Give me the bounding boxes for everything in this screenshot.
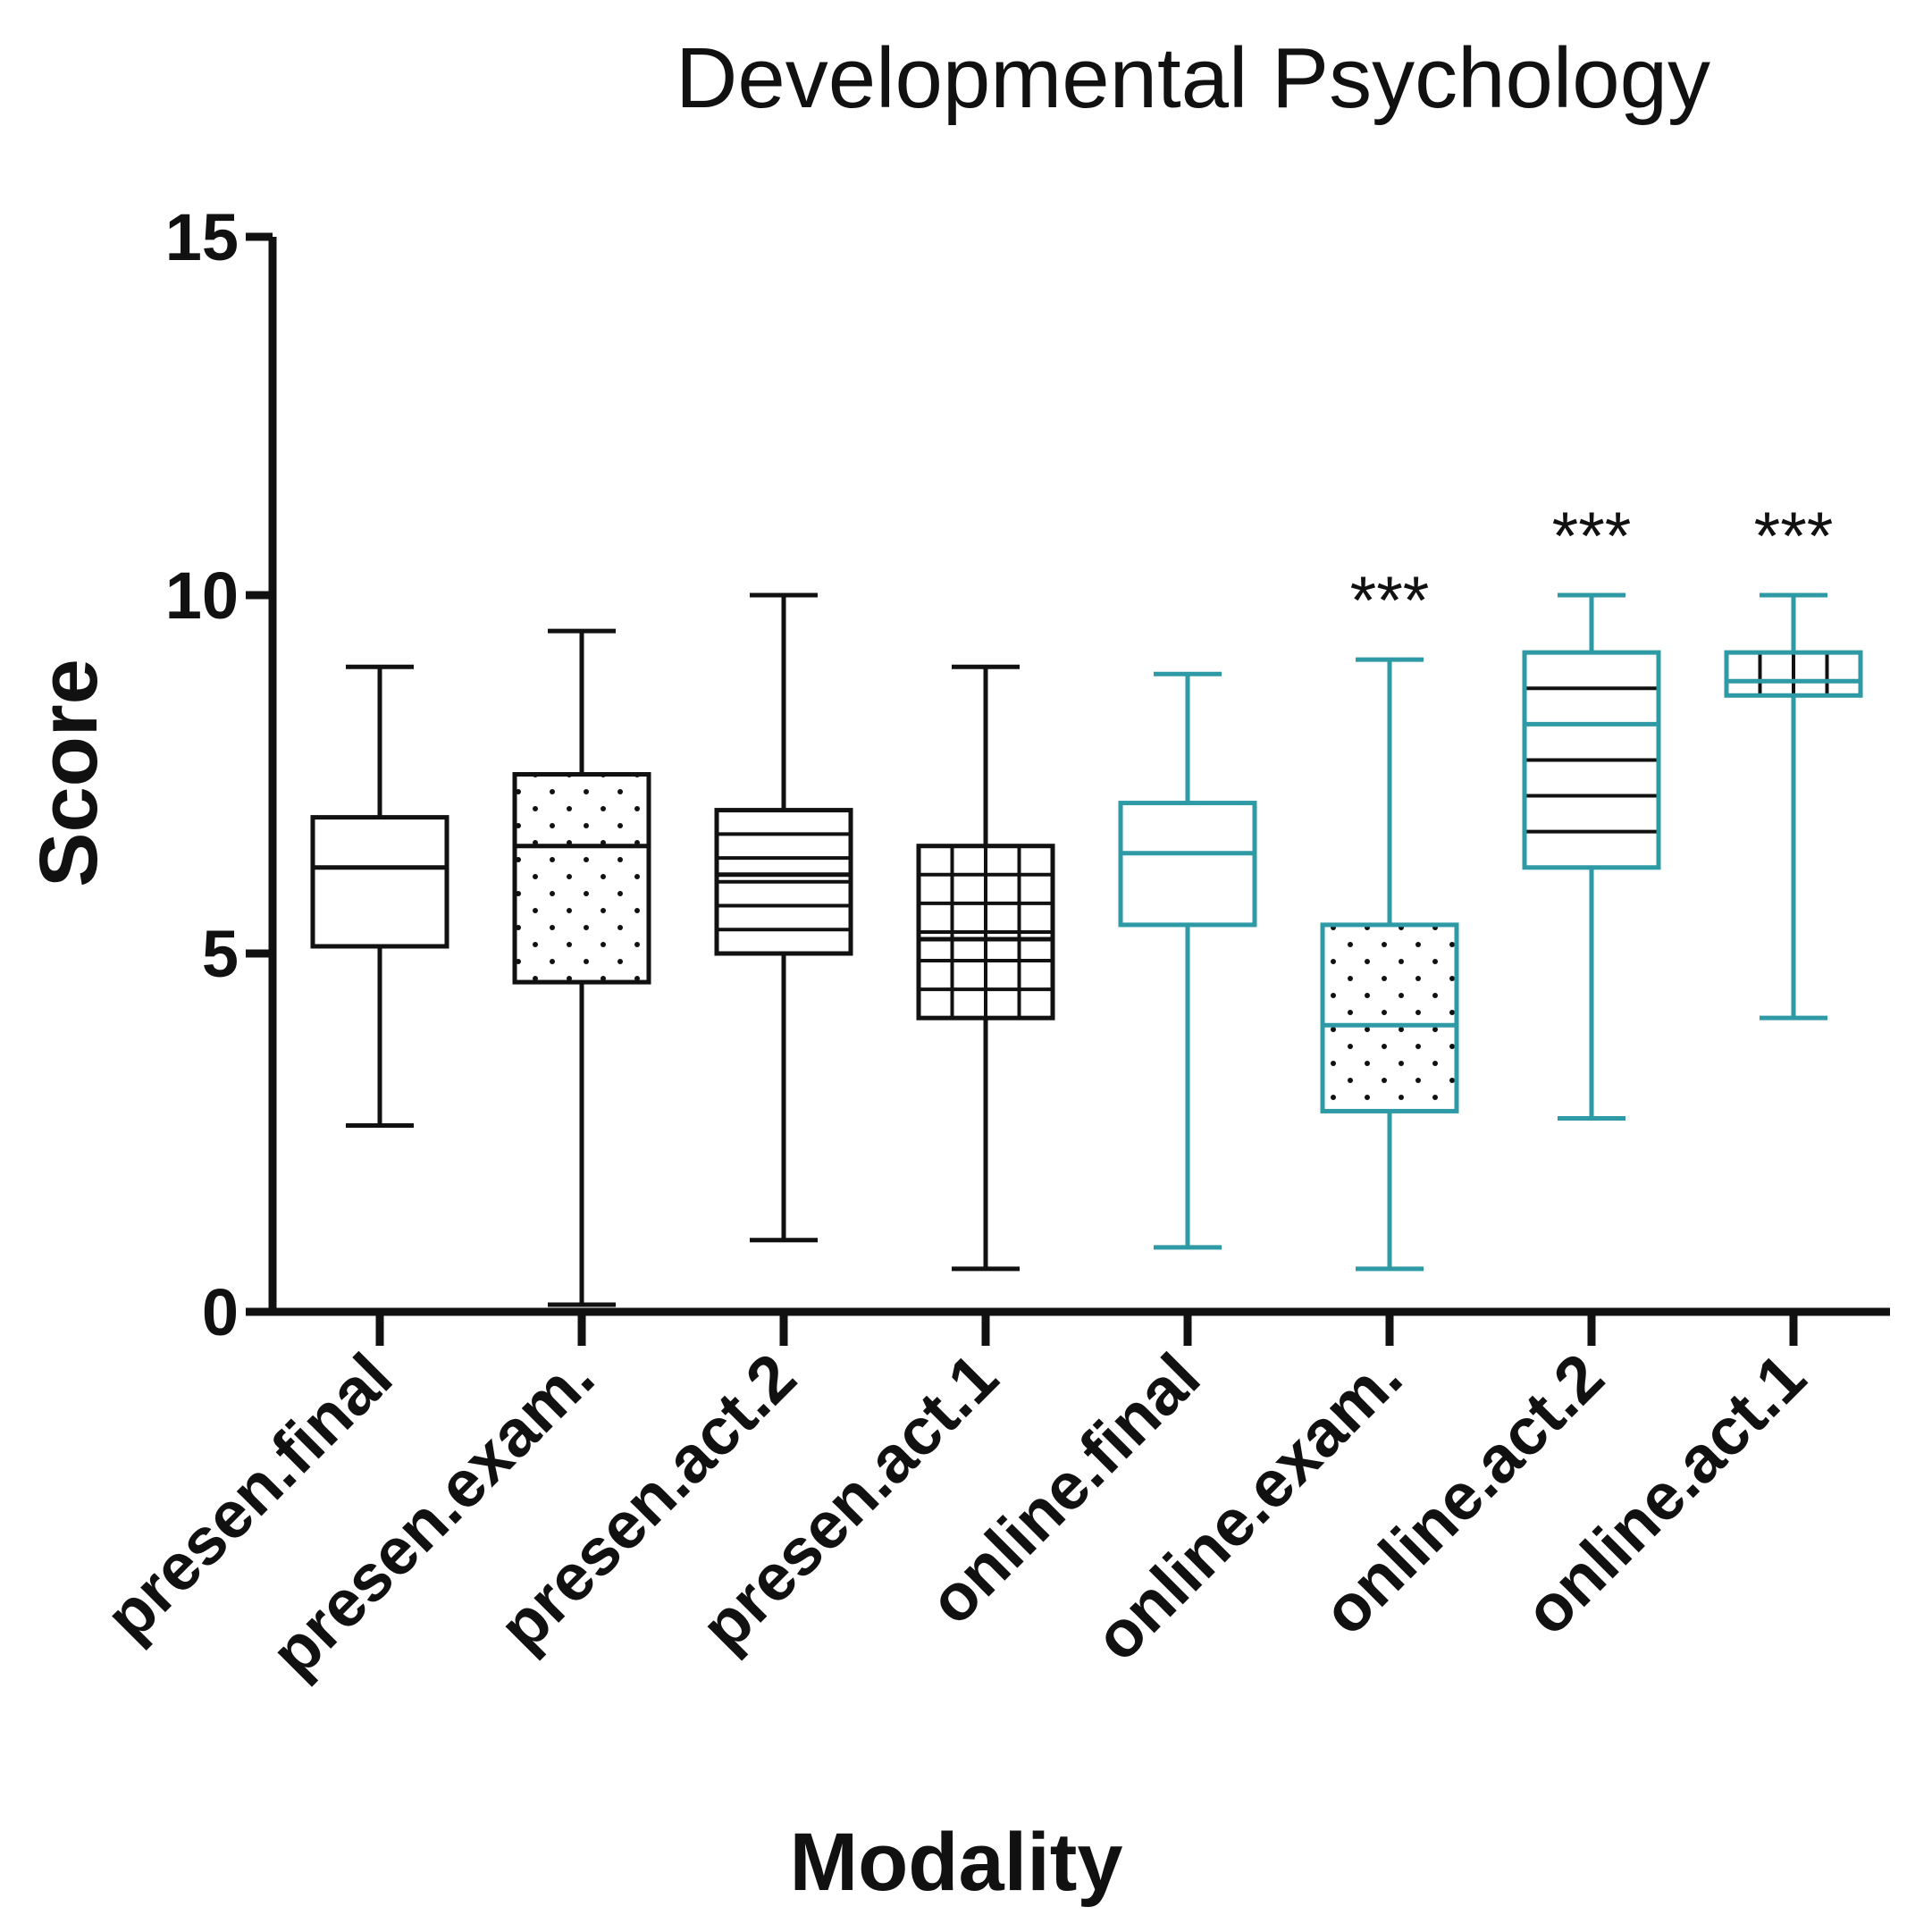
- chart-title: Developmental Psychology: [676, 30, 1710, 126]
- box-online-final: [1118, 801, 1257, 928]
- x-axis-label: Modality: [789, 1817, 1122, 1908]
- box-dot-pattern: [1323, 924, 1457, 1112]
- box-presen-act-2: [714, 808, 853, 956]
- box-presen-exam: [512, 772, 651, 985]
- y-tick-label: 0: [202, 1275, 239, 1349]
- significance-marker: ***: [1350, 563, 1430, 639]
- plot-area: 051015presen.finalpresen.exam.presen.act…: [91, 200, 1890, 1691]
- y-tick-label: 15: [165, 200, 239, 274]
- box-background: [1121, 802, 1255, 925]
- y-axis-label: Score: [23, 659, 114, 887]
- significance-marker: ***: [1754, 499, 1834, 575]
- box-presen-act-1: [916, 844, 1055, 1021]
- box-presen-final: [310, 815, 449, 949]
- box-background: [313, 817, 447, 946]
- box-dot-pattern: [515, 774, 649, 983]
- box-online-act-2: [1522, 650, 1661, 870]
- box-online-act-1: [1724, 650, 1863, 698]
- significance-marker: ***: [1552, 499, 1632, 575]
- box-online-exam: [1320, 922, 1459, 1113]
- y-tick-label: 10: [165, 559, 239, 633]
- y-tick-label: 5: [202, 917, 239, 991]
